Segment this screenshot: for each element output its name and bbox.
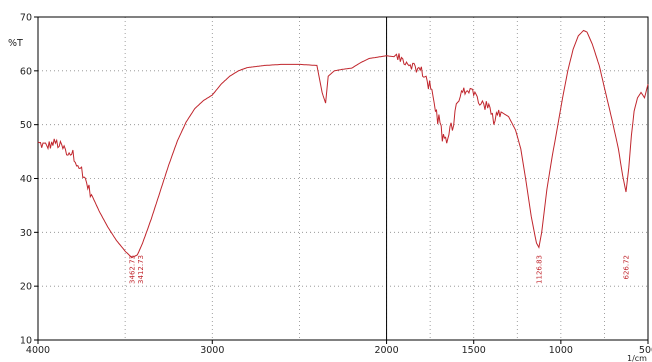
peak-label: 3412.73 [137, 255, 145, 284]
y-tick-label: 40 [20, 174, 32, 185]
y-tick-label: 70 [20, 13, 32, 24]
y-tick-label: 60 [20, 66, 32, 77]
y-tick-labels: 10 20 30 40 50 60 70 [20, 13, 32, 347]
peak-label: 1126.83 [535, 255, 543, 284]
spectrum-line [37, 29, 649, 259]
peak-label: 626.72 [623, 255, 631, 280]
y-tick-label: 30 [20, 228, 32, 239]
peak-annotations: 3462.73 3412.73 1126.83 626.72 [128, 255, 630, 284]
grid [37, 16, 649, 341]
y-tick-label: 50 [20, 120, 32, 131]
y-tick-label: 20 [20, 282, 32, 293]
x-tick-label: 4000 [26, 345, 50, 356]
x-axis-label: 1/cm [627, 354, 647, 362]
axis-ticks [34, 16, 649, 344]
y-tick-label: 10 [20, 336, 32, 347]
x-tick-labels: 4000 3000 2000 1500 1000 500 [26, 345, 652, 356]
x-tick-label: 3000 [200, 345, 224, 356]
y-axis-label: %T [8, 38, 23, 49]
x-tick-label: 2000 [374, 345, 398, 356]
peak-label: 3462.73 [128, 255, 136, 284]
x-tick-label: 500 [639, 345, 652, 356]
x-tick-label: 1500 [462, 345, 486, 356]
x-tick-label: 1000 [549, 345, 573, 356]
